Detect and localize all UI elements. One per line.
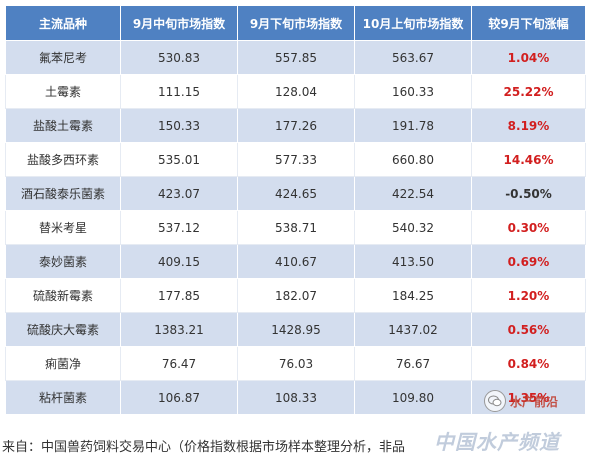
cell-late-sep: 577.33 — [237, 142, 355, 177]
cell-mid-sep: 530.83 — [120, 40, 238, 75]
source-label: 来自： — [2, 440, 42, 455]
table-row: 替米考星 537.12 538.71 540.32 0.30% — [5, 210, 586, 245]
cell-change: 1.04% — [471, 40, 586, 75]
table-row: 氟苯尼考 530.83 557.85 563.67 1.04% — [5, 40, 586, 75]
table-row: 痢菌净 76.47 76.03 76.67 0.84% — [5, 346, 586, 381]
cell-change: 14.46% — [471, 142, 586, 177]
cell-mid-sep: 150.33 — [120, 108, 238, 143]
cell-late-sep: 424.65 — [237, 176, 355, 211]
table-row: 土霉素 111.15 128.04 160.33 25.22% — [5, 74, 586, 109]
cell-change: 0.69% — [471, 244, 586, 279]
table-row: 粘杆菌素 106.87 108.33 109.80 1.35% — [5, 380, 586, 415]
cell-variety: 泰妙菌素 — [5, 244, 121, 279]
table-row: 酒石酸泰乐菌素 423.07 424.65 422.54 -0.50% — [5, 176, 586, 211]
cell-variety: 硫酸庆大霉素 — [5, 312, 121, 347]
cell-change: 0.56% — [471, 312, 586, 347]
header-late-sep: 9月下旬市场指数 — [237, 5, 355, 41]
cell-mid-sep: 76.47 — [120, 346, 238, 381]
table-row: 盐酸多西环素 535.01 577.33 660.80 14.46% — [5, 142, 586, 177]
cell-late-sep: 557.85 — [237, 40, 355, 75]
cell-mid-sep: 111.15 — [120, 74, 238, 109]
wechat-icon — [484, 390, 506, 412]
cell-late-sep: 538.71 — [237, 210, 355, 245]
cell-variety: 硫酸新霉素 — [5, 278, 121, 313]
cell-change: 0.84% — [471, 346, 586, 381]
site-watermark: 中国水产频道 — [434, 429, 560, 454]
cell-early-oct: 413.50 — [354, 244, 472, 279]
header-early-oct: 10月上旬市场指数 — [354, 5, 472, 41]
cell-variety: 土霉素 — [5, 74, 121, 109]
cell-late-sep: 1428.95 — [237, 312, 355, 347]
table-row: 盐酸土霉素 150.33 177.26 191.78 8.19% — [5, 108, 586, 143]
table-row: 硫酸新霉素 177.85 182.07 184.25 1.20% — [5, 278, 586, 313]
cell-variety: 痢菌净 — [5, 346, 121, 381]
cell-late-sep: 108.33 — [237, 380, 355, 415]
cell-early-oct: 422.54 — [354, 176, 472, 211]
cell-early-oct: 109.80 — [354, 380, 472, 415]
cell-early-oct: 160.33 — [354, 74, 472, 109]
header-variety: 主流品种 — [5, 5, 121, 41]
cell-mid-sep: 535.01 — [120, 142, 238, 177]
cell-variety: 粘杆菌素 — [5, 380, 121, 415]
cell-mid-sep: 409.15 — [120, 244, 238, 279]
price-index-table: 主流品种 9月中旬市场指数 9月下旬市场指数 10月上旬市场指数 较9月下旬涨幅… — [5, 5, 586, 415]
cell-late-sep: 76.03 — [237, 346, 355, 381]
header-mid-sep: 9月中旬市场指数 — [120, 5, 238, 41]
table-row: 泰妙菌素 409.15 410.67 413.50 0.69% — [5, 244, 586, 279]
cell-mid-sep: 106.87 — [120, 380, 238, 415]
cell-variety: 盐酸多西环素 — [5, 142, 121, 177]
cell-early-oct: 191.78 — [354, 108, 472, 143]
cell-early-oct: 1437.02 — [354, 312, 472, 347]
cell-change: 25.22% — [471, 74, 586, 109]
cell-early-oct: 184.25 — [354, 278, 472, 313]
cell-mid-sep: 537.12 — [120, 210, 238, 245]
cell-mid-sep: 177.85 — [120, 278, 238, 313]
cell-variety: 氟苯尼考 — [5, 40, 121, 75]
cell-variety: 酒石酸泰乐菌素 — [5, 176, 121, 211]
table-header-row: 主流品种 9月中旬市场指数 9月下旬市场指数 10月上旬市场指数 较9月下旬涨幅 — [5, 5, 586, 41]
header-change: 较9月下旬涨幅 — [471, 5, 586, 41]
cell-early-oct: 563.67 — [354, 40, 472, 75]
cell-variety: 盐酸土霉素 — [5, 108, 121, 143]
cell-early-oct: 660.80 — [354, 142, 472, 177]
cell-late-sep: 410.67 — [237, 244, 355, 279]
cell-late-sep: 128.04 — [237, 74, 355, 109]
watermark-text: 水产前沿 — [510, 394, 559, 409]
cell-change: 8.19% — [471, 108, 586, 143]
source-line: 来自：中国兽药饲料交易中心（价格指数根据市场样本整理分析，非品 — [0, 436, 590, 460]
cell-change: 0.30% — [471, 210, 586, 245]
table-row: 硫酸庆大霉素 1383.21 1428.95 1437.02 0.56% — [5, 312, 586, 347]
cell-change: -0.50% — [471, 176, 586, 211]
cell-late-sep: 182.07 — [237, 278, 355, 313]
cell-mid-sep: 423.07 — [120, 176, 238, 211]
cell-change: 1.20% — [471, 278, 586, 313]
cell-variety: 替米考星 — [5, 210, 121, 245]
cell-early-oct: 76.67 — [354, 346, 472, 381]
source-text: 中国兽药饲料交易中心（价格指数根据市场样本整理分析，非品 — [41, 440, 406, 455]
cell-late-sep: 177.26 — [237, 108, 355, 143]
cell-early-oct: 540.32 — [354, 210, 472, 245]
account-watermark: 水产前沿 — [484, 388, 584, 414]
cell-mid-sep: 1383.21 — [120, 312, 238, 347]
